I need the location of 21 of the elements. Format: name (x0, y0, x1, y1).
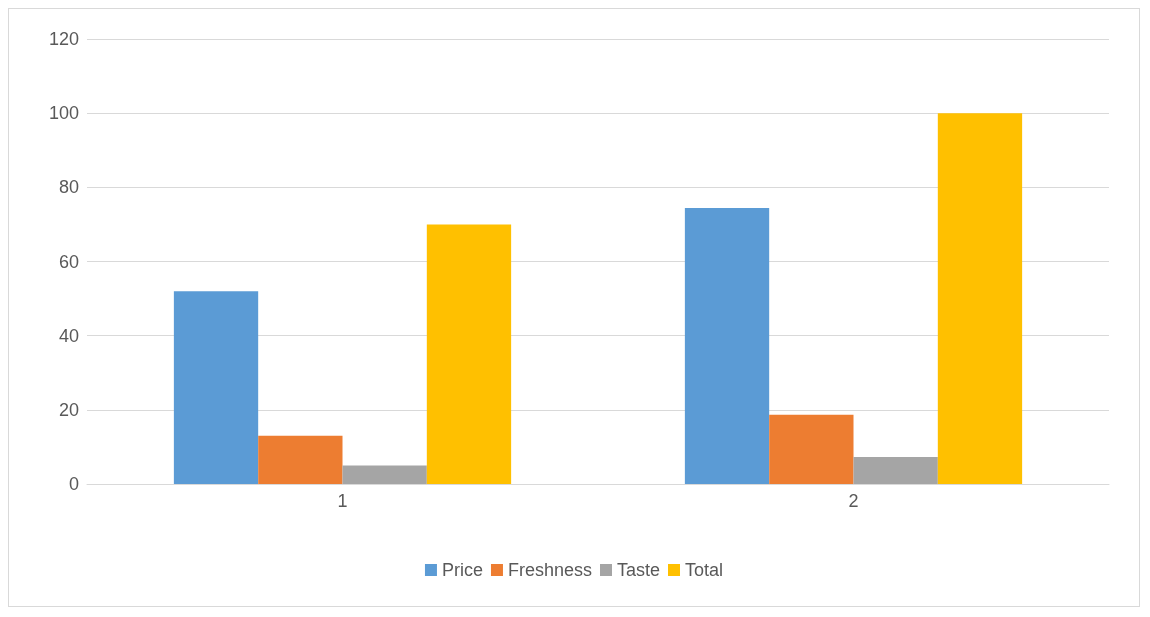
bar (853, 456, 938, 484)
y-tick-label: 80 (58, 177, 79, 198)
y-tick-label: 120 (48, 29, 79, 49)
y-tick-label: 0 (68, 474, 79, 494)
legend-label: Total (685, 560, 724, 580)
bar (342, 465, 427, 484)
legend-label: Freshness (507, 560, 593, 580)
bar (426, 224, 512, 484)
y-tick-label: 40 (58, 325, 79, 346)
bar (769, 414, 854, 484)
y-tick-label: 20 (58, 399, 79, 420)
y-tick-label: 60 (58, 251, 79, 272)
legend-label: Taste (617, 560, 661, 580)
bar (258, 435, 343, 484)
y-tick-label: 100 (48, 103, 79, 124)
x-tick-label: 2 (848, 491, 859, 511)
bar (684, 208, 770, 484)
bar (937, 113, 1023, 484)
x-tick-label: 1 (337, 491, 348, 511)
bar (173, 291, 259, 484)
legend-label: Price (441, 560, 483, 580)
